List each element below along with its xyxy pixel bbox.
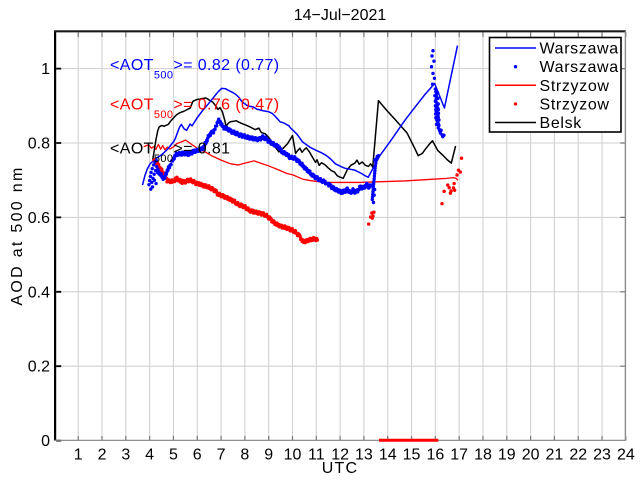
svg-text:0.6: 0.6: [28, 210, 50, 227]
svg-text:1: 1: [74, 447, 83, 464]
svg-text:19: 19: [498, 447, 516, 464]
svg-text:Belsk: Belsk: [540, 115, 583, 132]
svg-text:1: 1: [41, 61, 50, 78]
svg-text:Strzyzow: Strzyzow: [540, 78, 610, 95]
svg-text:14−Jul−2021: 14−Jul−2021: [294, 7, 387, 24]
svg-text:6: 6: [193, 447, 202, 464]
svg-text:20: 20: [522, 447, 540, 464]
svg-text:Warszawa: Warszawa: [540, 41, 619, 58]
svg-text:24: 24: [617, 447, 635, 464]
svg-text:UTC: UTC: [322, 460, 358, 477]
svg-text:2: 2: [98, 447, 107, 464]
svg-text:12: 12: [331, 447, 349, 464]
svg-text:AOD at 500 nm: AOD at 500 nm: [9, 165, 26, 305]
svg-text:15: 15: [403, 447, 421, 464]
svg-text:16: 16: [426, 447, 444, 464]
svg-text:14: 14: [379, 447, 397, 464]
svg-text:0.8: 0.8: [28, 136, 50, 153]
svg-text:0: 0: [41, 433, 50, 450]
svg-text:17: 17: [450, 447, 468, 464]
svg-text:4: 4: [145, 447, 154, 464]
svg-text:21: 21: [546, 447, 564, 464]
svg-text:9: 9: [264, 447, 273, 464]
svg-text:3: 3: [121, 447, 130, 464]
svg-text:23: 23: [593, 447, 611, 464]
svg-text:22: 22: [569, 447, 587, 464]
svg-text:13: 13: [355, 447, 373, 464]
svg-text:8: 8: [240, 447, 249, 464]
svg-text:Warszawa: Warszawa: [540, 59, 619, 76]
svg-text:5: 5: [169, 447, 178, 464]
svg-text:0.2: 0.2: [28, 359, 50, 376]
svg-text:18: 18: [474, 447, 492, 464]
svg-text:0.4: 0.4: [28, 284, 50, 301]
svg-text:11: 11: [308, 447, 325, 464]
svg-text:10: 10: [284, 447, 302, 464]
svg-text:7: 7: [217, 447, 226, 464]
svg-text:Strzyzow: Strzyzow: [540, 96, 610, 113]
